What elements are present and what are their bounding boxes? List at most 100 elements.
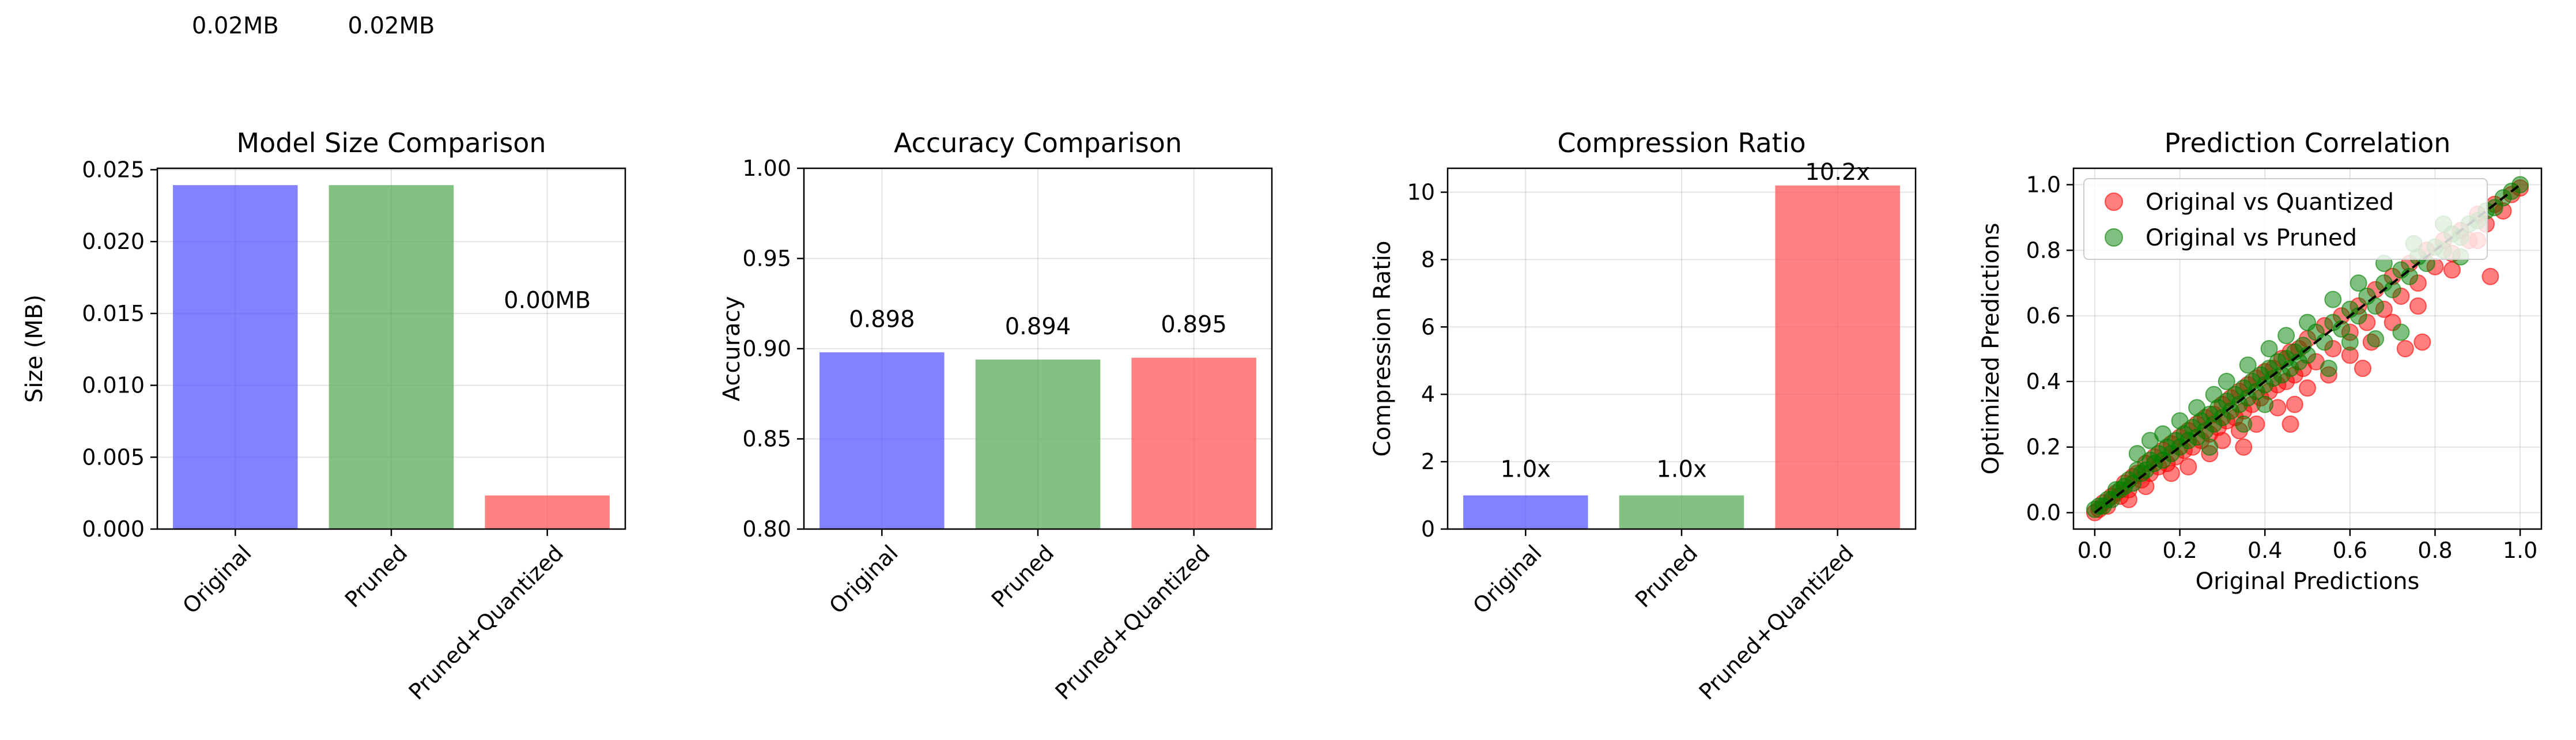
data-point: [2180, 458, 2197, 475]
data-point: [2201, 438, 2219, 456]
bar-pruned: [1619, 495, 1744, 529]
data-point: [2392, 323, 2410, 341]
data-point: [2367, 330, 2385, 348]
data-point: [2171, 412, 2189, 430]
x-tick-label: 0.8: [2418, 538, 2452, 563]
data-point: [2256, 395, 2274, 413]
data-point: [2235, 415, 2253, 433]
accuracy-comparison-panel: 0.898 Original 0.894 Pruned 0.895 Pruned+Quan…: [719, 127, 1273, 705]
legend-entry: Original vs Pruned: [2146, 225, 2357, 251]
y-tick-label: 2: [1421, 449, 1435, 474]
y-tick-label: 0.015: [82, 301, 145, 326]
data-point: [2162, 465, 2180, 482]
data-point: [2413, 333, 2431, 351]
bar-value-label: 0.898: [849, 306, 915, 333]
chart-title: Model Size Comparison: [236, 127, 546, 158]
data-point: [2350, 274, 2367, 292]
bar-original: [1463, 495, 1588, 529]
data-point: [2286, 395, 2303, 413]
plot-frame: [803, 167, 1273, 530]
chart-title: Prediction Correlation: [2165, 127, 2451, 158]
x-tick-label: Pruned: [987, 540, 1059, 613]
data-point: [2443, 261, 2461, 279]
plot-frame: [1446, 167, 1917, 530]
plot-frame: [2072, 167, 2543, 530]
x-tick-label: Pruned+Quantized: [404, 540, 568, 704]
data-point: [2409, 297, 2427, 315]
y-tick-label: 10: [1407, 179, 1435, 205]
data-point: [2277, 327, 2295, 345]
y-tick-label: 8: [1421, 247, 1435, 272]
y-tick-label: 0.6: [2026, 303, 2061, 329]
data-point: [2299, 379, 2316, 397]
bar-value-label: 0.894: [1005, 314, 1071, 340]
y-tick-label: 1.0: [2026, 172, 2061, 197]
x-tick-label: Pruned: [1630, 540, 1703, 613]
bar-pruned: [328, 185, 454, 530]
y-tick-label: 0.8: [2026, 237, 2061, 263]
y-tick-label: 0: [1421, 516, 1435, 542]
x-tick-label: Original: [177, 540, 256, 618]
data-point: [2260, 340, 2278, 357]
x-tick-label: Original: [824, 540, 902, 618]
compression-ratio-panel: 1.0x Original 1.0x Pruned 10.2x Pruned+Quanti…: [1369, 127, 1917, 705]
bar-original: [819, 352, 945, 529]
y-axis-label: Optimized Predictions: [1978, 222, 2004, 474]
data-point: [2396, 340, 2414, 357]
data-point: [2324, 290, 2342, 308]
bar-value-label: 0.895: [1161, 312, 1227, 338]
y-tick-label: 0.85: [742, 426, 791, 452]
y-tick-label: 4: [1421, 382, 1435, 407]
y-axis-label: Compression Ratio: [1369, 241, 1396, 457]
x-tick-label: 0.4: [2248, 538, 2282, 563]
data-point: [2218, 372, 2235, 390]
data-point: [2282, 415, 2299, 433]
x-tick-label: 0.2: [2162, 538, 2197, 563]
x-tick-label: Pruned: [340, 540, 413, 613]
y-tick-label: 0.4: [2026, 369, 2061, 394]
legend: Original vs Quantized Original vs Pruned: [2083, 178, 2488, 260]
data-point: [2316, 333, 2333, 351]
bar-pruned-quantized: [485, 495, 610, 529]
bar-value-label: 0.02MB: [348, 13, 435, 39]
bar-value-label: 10.2x: [1805, 159, 1870, 186]
y-tick-label: 0.2: [2026, 435, 2061, 460]
x-tick-label: 1.0: [2503, 538, 2537, 563]
x-axis-label: Original Predictions: [2196, 568, 2420, 595]
data-point: [2481, 267, 2499, 285]
y-tick-label: 0.0: [2026, 500, 2061, 526]
y-tick-label: 6: [1421, 314, 1435, 339]
data-point: [2128, 445, 2146, 463]
data-point: [2341, 333, 2359, 351]
bar-value-label: 1.0x: [1501, 456, 1551, 483]
data-point: [2354, 360, 2371, 377]
x-tick-label: 0.6: [2333, 538, 2367, 563]
data-point: [2235, 438, 2253, 456]
x-tick-label: 0.0: [2078, 538, 2112, 563]
y-tick-label: 0.010: [82, 373, 145, 398]
size-comparison-panel: 0.02MB Original 0.02MB Pruned 0.00MB Pruned+Q…: [21, 13, 626, 705]
y-axis-label: Accuracy: [719, 296, 745, 402]
legend-marker: [2105, 228, 2123, 247]
x-tick-label: Original: [1468, 540, 1546, 618]
y-tick-label: 0.000: [82, 516, 145, 542]
legend-marker: [2105, 192, 2123, 211]
y-tick-label: 0.95: [742, 246, 791, 271]
bar-value-label: 1.0x: [1656, 456, 1706, 483]
legend-entry: Original vs Quantized: [2146, 189, 2394, 216]
legend-box: [2083, 178, 2488, 260]
y-tick-label: 0.005: [82, 444, 145, 470]
data-point: [2188, 399, 2206, 417]
bar-original: [173, 185, 298, 530]
x-tick-label: Pruned+Quantized: [1694, 540, 1859, 704]
y-tick-label: 0.80: [742, 516, 791, 542]
data-point: [2367, 297, 2385, 315]
data-point: [2205, 386, 2223, 403]
data-point: [2401, 267, 2419, 285]
y-tick-label: 0.020: [82, 229, 145, 254]
chart-title: Compression Ratio: [1557, 127, 1806, 158]
y-tick-label: 0.90: [742, 336, 791, 361]
y-tick-label: 0.025: [82, 157, 145, 182]
bar-value-label: 0.00MB: [504, 288, 591, 314]
